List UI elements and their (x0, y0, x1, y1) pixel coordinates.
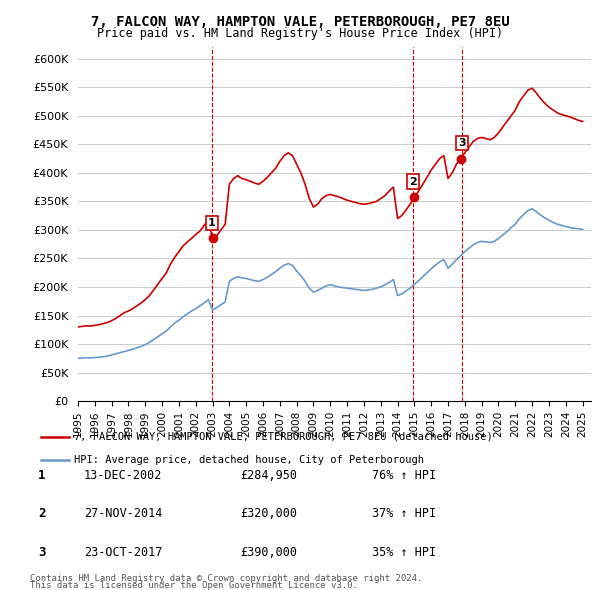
Text: This data is licensed under the Open Government Licence v3.0.: This data is licensed under the Open Gov… (30, 581, 358, 590)
Text: 3: 3 (38, 546, 46, 559)
Text: 2: 2 (38, 507, 46, 520)
Text: Price paid vs. HM Land Registry's House Price Index (HPI): Price paid vs. HM Land Registry's House … (97, 27, 503, 40)
Text: 7, FALCON WAY, HAMPTON VALE, PETERBOROUGH, PE7 8EU: 7, FALCON WAY, HAMPTON VALE, PETERBOROUG… (91, 15, 509, 29)
Text: 7, FALCON WAY, HAMPTON VALE, PETERBOROUGH, PE7 8EU (detached house): 7, FALCON WAY, HAMPTON VALE, PETERBOROUG… (74, 432, 493, 442)
Text: £390,000: £390,000 (240, 546, 297, 559)
Text: 27-NOV-2014: 27-NOV-2014 (84, 507, 163, 520)
Text: 23-OCT-2017: 23-OCT-2017 (84, 546, 163, 559)
Text: HPI: Average price, detached house, City of Peterborough: HPI: Average price, detached house, City… (74, 455, 424, 465)
Text: 2: 2 (409, 176, 417, 186)
Text: 13-DEC-2002: 13-DEC-2002 (84, 469, 163, 482)
Text: 1: 1 (208, 218, 215, 228)
Text: Contains HM Land Registry data © Crown copyright and database right 2024.: Contains HM Land Registry data © Crown c… (30, 574, 422, 583)
Text: 37% ↑ HPI: 37% ↑ HPI (372, 507, 436, 520)
Text: 76% ↑ HPI: 76% ↑ HPI (372, 469, 436, 482)
Text: 1: 1 (38, 469, 46, 482)
Text: £284,950: £284,950 (240, 469, 297, 482)
Text: 35% ↑ HPI: 35% ↑ HPI (372, 546, 436, 559)
Text: 3: 3 (458, 138, 466, 148)
Text: £320,000: £320,000 (240, 507, 297, 520)
